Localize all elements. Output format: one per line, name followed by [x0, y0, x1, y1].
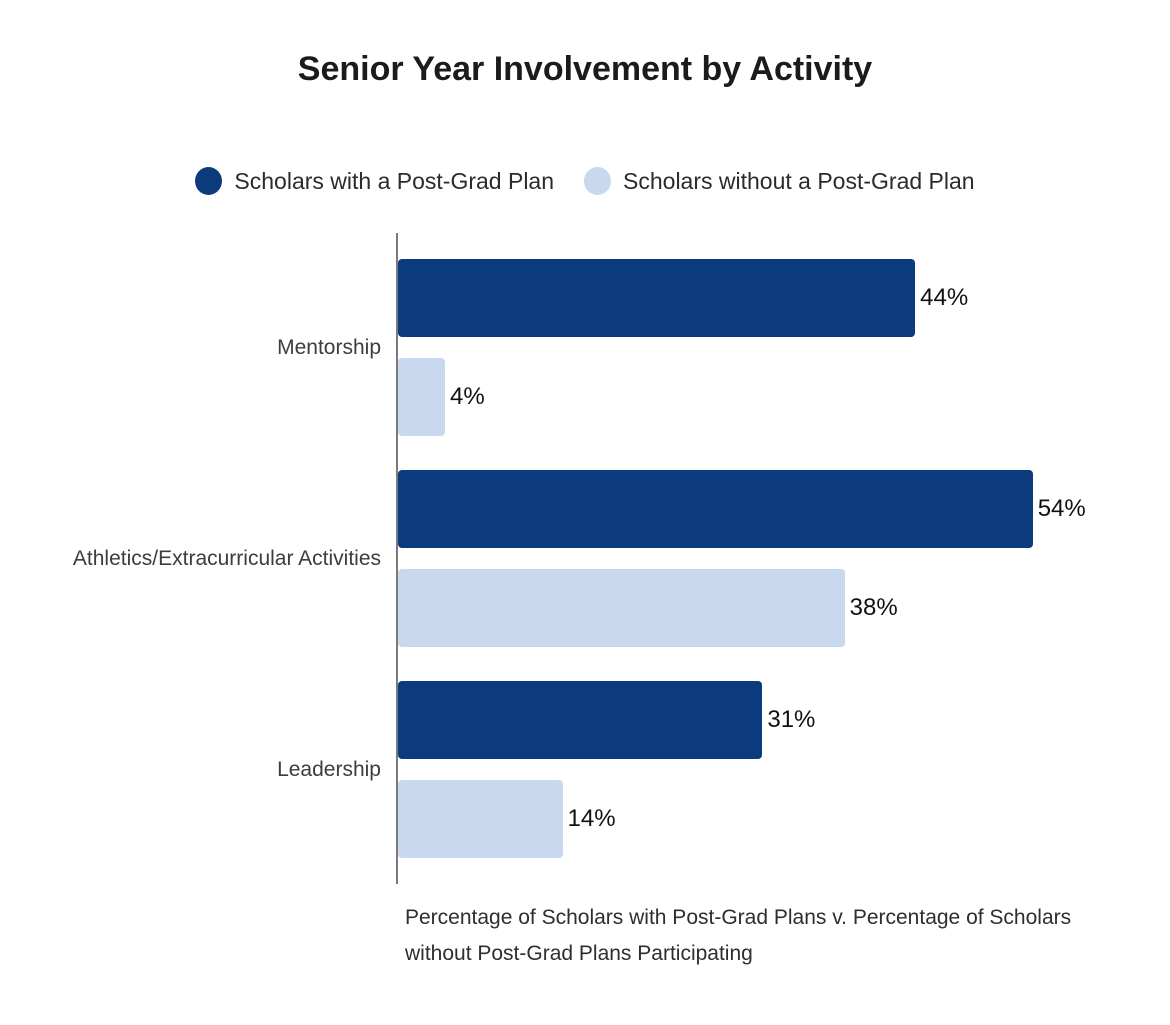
bar-without-plan-mentorship — [398, 358, 445, 436]
bar-row: 54% — [398, 470, 1162, 548]
bar-value-label: 4% — [450, 383, 485, 410]
category-group-athletics: Athletics/Extracurricular Activities 54%… — [0, 470, 1170, 647]
bar-pair: 31% 14% — [398, 681, 1162, 858]
bar-row: 31% — [398, 681, 1162, 759]
legend-swatch-without-plan-icon — [584, 167, 612, 195]
category-label-athletics: Athletics/Extracurricular Activities — [72, 546, 381, 570]
legend: Scholars with a Post-Grad Plan Scholars … — [0, 167, 1170, 195]
category-label-mentorship: Mentorship — [277, 335, 381, 359]
legend-item-with-plan: Scholars with a Post-Grad Plan — [195, 167, 554, 195]
legend-item-without-plan: Scholars without a Post-Grad Plan — [584, 167, 975, 195]
bar-without-plan-leadership — [398, 780, 563, 858]
caption-line-1: Percentage of Scholars with Post-Grad Pl… — [405, 906, 1072, 929]
category-group-mentorship: Mentorship 44% 4% — [0, 259, 1170, 436]
y-axis-line — [396, 233, 398, 884]
bar-value-label: 31% — [767, 706, 816, 733]
bar-pair: 54% 38% — [398, 470, 1162, 647]
bar-row: 4% — [398, 358, 1162, 436]
bar-with-plan-athletics — [398, 470, 1033, 548]
bar-with-plan-mentorship — [398, 259, 916, 337]
bar-without-plan-athletics — [398, 569, 845, 647]
bar-with-plan-leadership — [398, 681, 763, 759]
bar-value-label: 54% — [1037, 495, 1086, 522]
legend-label-with-plan: Scholars with a Post-Grad Plan — [234, 167, 555, 194]
chart-title: Senior Year Involvement by Activity — [297, 50, 873, 88]
category-group-leadership: Leadership 31% 14% — [0, 681, 1170, 858]
caption: Percentage of Scholars with Post-Grad Pl… — [405, 900, 1170, 972]
plot-area: Mentorship 44% 4% Athletics/Extracurricu… — [0, 233, 1170, 884]
bar-value-label: 38% — [849, 594, 898, 621]
bar-row: 14% — [398, 780, 1162, 858]
legend-swatch-with-plan-icon — [195, 167, 223, 195]
legend-label-without-plan: Scholars without a Post-Grad Plan — [623, 167, 975, 194]
chart-page: Senior Year Involvement by Activity Scho… — [0, 50, 1170, 972]
bar-row: 44% — [398, 259, 1162, 337]
bar-value-label: 44% — [920, 284, 969, 311]
bar-pair: 44% 4% — [398, 259, 1162, 436]
category-label-leadership: Leadership — [277, 757, 381, 781]
caption-line-2: without Post-Grad Plans Participating — [405, 942, 753, 965]
bar-row: 38% — [398, 569, 1162, 647]
bar-value-label: 14% — [567, 805, 616, 832]
